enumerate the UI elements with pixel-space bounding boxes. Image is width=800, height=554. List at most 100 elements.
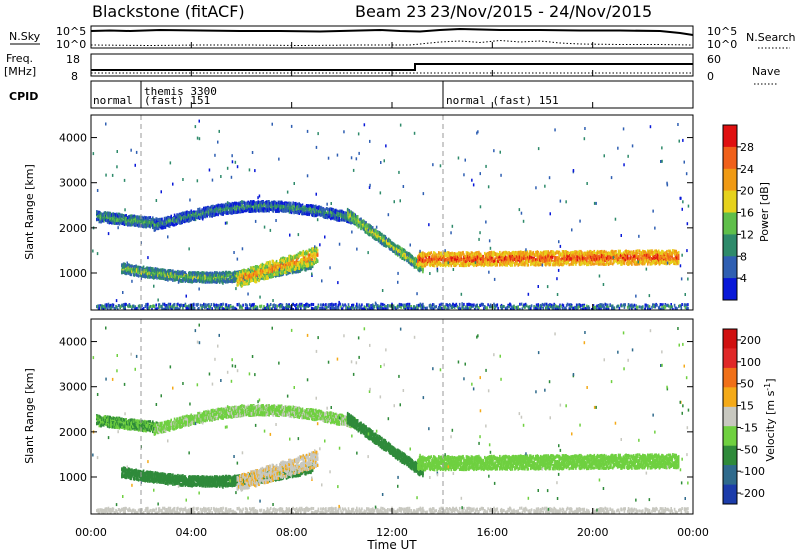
velocity-colorbar-tick-1: 100 bbox=[740, 356, 761, 369]
nsky-label: N.Sky bbox=[9, 30, 41, 43]
power-band-2 bbox=[153, 200, 356, 232]
freq-trace bbox=[91, 63, 693, 71]
power-colorbar-tick-2: 12 bbox=[740, 228, 754, 241]
nave-tick-high: 60 bbox=[707, 53, 721, 66]
power-ytick-1: 2000 bbox=[59, 222, 87, 235]
velocity-colorbar-tick-7: -200 bbox=[740, 487, 765, 500]
x-tick-1: 04:00 bbox=[175, 526, 207, 539]
power-panel: 1000 2000 3000 4000 Slant Range [km] 4 8 12 16… bbox=[23, 114, 771, 311]
velocity-colorbar-tick-2: 50 bbox=[740, 378, 754, 391]
power-ytick-0: 1000 bbox=[59, 267, 87, 280]
cpid-label: CPID bbox=[9, 90, 38, 103]
velocity-scatter bbox=[92, 323, 693, 514]
power-colorbar-tick-3: 16 bbox=[740, 207, 754, 220]
power-colorbar-tick-5: 24 bbox=[740, 163, 754, 176]
velocity-band-4 bbox=[346, 411, 424, 478]
nave-label: Nave bbox=[752, 65, 780, 78]
power-colorbar-tick-6: 28 bbox=[740, 141, 754, 154]
date-range: 23/Nov/2015 - 24/Nov/2015 bbox=[430, 2, 652, 21]
velocity-ytick-3: 4000 bbox=[59, 336, 87, 349]
radar-title: Blackstone (fitACF) bbox=[92, 2, 245, 21]
power-colorbar-swatch-6 bbox=[723, 256, 737, 279]
velocity-colorbar-tick-4: -15 bbox=[740, 421, 758, 434]
cpid-segment-normal-fast: normal (fast) 151 bbox=[446, 94, 559, 107]
power-scatter bbox=[92, 119, 693, 310]
power-band-6 bbox=[96, 302, 689, 310]
x-tick-2: 08:00 bbox=[276, 526, 308, 539]
power-ytick-3: 4000 bbox=[59, 132, 87, 145]
freq-tick-low: 8 bbox=[71, 70, 78, 83]
power-noise bbox=[92, 119, 693, 308]
cpid-panel: CPID normal themis 3300 (fast) 151 norma… bbox=[9, 80, 694, 109]
velocity-colorbar-swatch-6 bbox=[723, 445, 737, 466]
velocity-colorbar-swatch-8 bbox=[723, 484, 737, 505]
nsearch-tick-low: 10^0 bbox=[707, 38, 737, 51]
x-axis: 00:00 04:00 08:00 12:00 16:00 20:00 00:00 bbox=[75, 42, 709, 539]
velocity-colorbar-swatch-1 bbox=[723, 348, 737, 369]
velocity-band-6 bbox=[96, 506, 689, 514]
cpid-segment-normal: normal bbox=[93, 94, 133, 107]
power-band-5 bbox=[417, 249, 680, 268]
velocity-colorbar-swatch-4 bbox=[723, 406, 737, 427]
nsearch-tick-high: 10^5 bbox=[707, 25, 737, 38]
power-band-0 bbox=[96, 210, 158, 230]
x-tick-6: 00:00 bbox=[677, 526, 709, 539]
velocity-band-2 bbox=[153, 404, 356, 436]
power-colorbar: 4 8 12 16 20 24 28 bbox=[722, 124, 754, 301]
velocity-panel: 1000 2000 3000 4000 Slant Range [km] 200 100… bbox=[23, 318, 778, 515]
velocity-colorbar-tick-3: 15 bbox=[740, 400, 754, 413]
velocity-colorbar-swatch-5 bbox=[723, 426, 737, 447]
velocity-ytick-2: 3000 bbox=[59, 381, 87, 394]
x-tick-5: 20:00 bbox=[577, 526, 609, 539]
power-colorbar-label: Power [dB] bbox=[758, 182, 771, 242]
power-colorbar-swatch-4 bbox=[723, 212, 737, 235]
velocity-colorbar-swatch-7 bbox=[723, 465, 737, 485]
power-band-3 bbox=[236, 246, 319, 288]
beam-label: Beam 23 bbox=[355, 2, 427, 21]
velocity-colorbar-label: Velocity [m s-1] bbox=[763, 378, 778, 461]
power-colorbar-swatch-2 bbox=[723, 168, 737, 192]
power-colorbar-tick-0: 4 bbox=[740, 272, 747, 285]
freq-label: Freq. bbox=[6, 52, 33, 65]
x-tick-4: 16:00 bbox=[476, 526, 508, 539]
x-tick-0: 00:00 bbox=[75, 526, 107, 539]
freq-tick-high: 18 bbox=[66, 53, 80, 66]
nsky-tick-low: 10^0 bbox=[56, 38, 86, 51]
x-tick-3: 12:00 bbox=[376, 526, 408, 539]
nsearch-label: N.Search bbox=[746, 31, 796, 44]
power-colorbar-swatch-1 bbox=[723, 146, 737, 170]
velocity-colorbar-swatch-2 bbox=[723, 367, 737, 388]
power-colorbar-swatch-0 bbox=[723, 125, 737, 148]
nsky-tick-high: 10^5 bbox=[56, 25, 86, 38]
velocity-colorbar-tick-5: -50 bbox=[740, 443, 758, 456]
power-colorbar-swatch-5 bbox=[723, 234, 737, 257]
freq-unit: [MHz] bbox=[4, 65, 36, 78]
power-band-4 bbox=[346, 207, 424, 274]
velocity-colorbar-swatch-0 bbox=[723, 329, 737, 349]
freq-panel: Freq. [MHz] 18 8 60 0 Nave bbox=[4, 52, 780, 85]
velocity-band-3 bbox=[236, 450, 319, 492]
nsky-trace bbox=[90, 27, 694, 36]
velocity-colorbar: 200 100 50 15 -15 -50 -100 -200 bbox=[722, 328, 765, 505]
velocity-ylabel: Slant Range [km] bbox=[23, 368, 36, 464]
power-colorbar-swatch-7 bbox=[723, 278, 737, 301]
velocity-colorbar-tick-6: -100 bbox=[740, 465, 765, 478]
velocity-ytick-1: 2000 bbox=[59, 426, 87, 439]
nave-tick-low: 0 bbox=[707, 70, 714, 83]
nsearch-trace bbox=[90, 39, 694, 47]
power-ytick-2: 3000 bbox=[59, 177, 87, 190]
power-colorbar-tick-1: 8 bbox=[740, 250, 747, 263]
cpid-segment-themis: themis 3300 bbox=[144, 85, 217, 98]
x-axis-label: Time UT bbox=[366, 538, 417, 552]
velocity-colorbar-tick-0: 200 bbox=[740, 334, 761, 347]
power-colorbar-swatch-3 bbox=[723, 190, 737, 213]
nsky-panel: N.Sky 10^5 10^0 10^5 10^0 N.Search bbox=[9, 25, 796, 51]
power-colorbar-tick-4: 20 bbox=[740, 185, 754, 198]
velocity-colorbar-swatch-3 bbox=[723, 387, 737, 408]
power-ylabel: Slant Range [km] bbox=[23, 164, 36, 260]
velocity-band-5 bbox=[417, 453, 680, 472]
velocity-ytick-0: 1000 bbox=[59, 471, 87, 484]
velocity-band-0 bbox=[96, 414, 158, 434]
cpid-segment-themis-fast: (fast) 151 bbox=[144, 94, 210, 107]
